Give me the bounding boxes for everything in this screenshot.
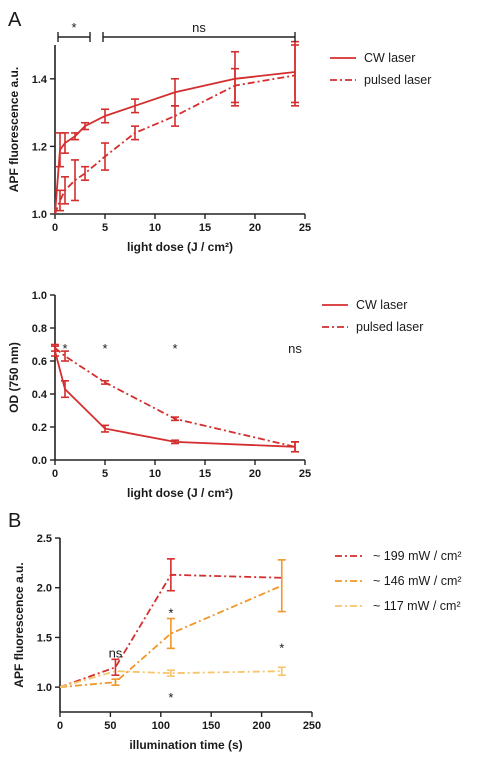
- legend-label: ~ 146 mW / cm²: [373, 574, 462, 588]
- y-tick-label: 1.0: [37, 682, 52, 694]
- x-tick-label: 25: [299, 222, 311, 234]
- panel-letter-a: A: [8, 9, 22, 31]
- x-tick-label: 0: [57, 720, 63, 732]
- significance-label: *: [279, 640, 284, 655]
- x-tick-label: 50: [104, 720, 116, 732]
- significance-label: ns: [288, 341, 302, 356]
- significance-label: *: [102, 341, 107, 356]
- significance-label: ns: [109, 645, 123, 660]
- x-tick-label: 100: [152, 720, 170, 732]
- series-line: [59, 670, 282, 688]
- x-tick-label: 10: [149, 468, 161, 480]
- chart-od-light-dose: 0 5 10 15 20 25 0.0 0.2 0.4 0.6 0.8 1.0 light dose (…: [7, 290, 423, 500]
- y-tick-label: 0.0: [32, 455, 47, 467]
- x-tick-label: 200: [252, 720, 270, 732]
- series-line: [54, 71, 296, 215]
- y-axis-label: APF fluorescence a.u.: [7, 67, 21, 192]
- x-tick-label: 0: [52, 468, 58, 480]
- x-tick-label: 0: [52, 222, 58, 234]
- x-tick-label: 25: [299, 468, 311, 480]
- panel-letter-b: B: [8, 510, 21, 532]
- x-tick-label: 15: [199, 222, 211, 234]
- series-line: [54, 350, 296, 448]
- x-axis-label: light dose (J / cm²): [127, 240, 233, 254]
- series-line: [59, 584, 283, 688]
- legend-label: pulsed laser: [364, 73, 431, 87]
- y-tick-label: 1.0: [32, 209, 47, 221]
- x-tick-label: 150: [202, 720, 220, 732]
- legend-label: ~ 199 mW / cm²: [373, 549, 462, 563]
- chart-apf-illumination-time: 0 50 100 150 200 250 1.0 1.5 2.0 2.5 illumination …: [12, 533, 462, 752]
- y-tick-label: 1.0: [32, 290, 47, 302]
- x-tick-label: 20: [249, 222, 261, 234]
- y-tick-label: 0.4: [32, 389, 48, 401]
- significance-label: *: [62, 341, 67, 356]
- y-tick-label: 2.0: [37, 583, 52, 595]
- x-tick-label: 10: [149, 222, 161, 234]
- x-tick-label: 5: [102, 222, 108, 234]
- significance-label: *: [71, 20, 76, 35]
- significance-label: *: [168, 606, 173, 621]
- x-tick-label: 15: [199, 468, 211, 480]
- y-tick-label: 2.5: [37, 533, 52, 545]
- x-tick-label: 5: [102, 468, 108, 480]
- chart-apf-light-dose: 0 5 10 15 20 25 1.0 1.2 1.4 light dose (J / cm²) A…: [7, 20, 431, 254]
- series-line: [54, 74, 296, 215]
- legend-label: ~ 117 mW / cm²: [373, 599, 461, 613]
- series-line: [54, 347, 296, 448]
- significance-label: *: [172, 341, 177, 356]
- y-tick-label: 0.6: [32, 356, 47, 368]
- x-axis-label: light dose (J / cm²): [127, 486, 233, 500]
- legend-label: pulsed laser: [356, 320, 423, 334]
- legend-label: CW laser: [364, 51, 415, 65]
- significance-label: *: [168, 690, 173, 705]
- x-tick-label: 250: [303, 720, 321, 732]
- y-tick-label: 1.4: [32, 74, 48, 86]
- x-axis-label: illumination time (s): [129, 738, 242, 752]
- significance-label: ns: [192, 20, 206, 35]
- y-tick-label: 0.2: [32, 422, 47, 434]
- y-axis-label: APF fluorescence a.u.: [12, 562, 26, 687]
- y-tick-label: 1.5: [37, 632, 52, 644]
- legend-label: CW laser: [356, 298, 407, 312]
- x-tick-label: 20: [249, 468, 261, 480]
- y-tick-label: 1.2: [32, 141, 47, 153]
- y-axis-label: OD (750 nm): [7, 342, 21, 413]
- y-tick-label: 0.8: [32, 323, 47, 335]
